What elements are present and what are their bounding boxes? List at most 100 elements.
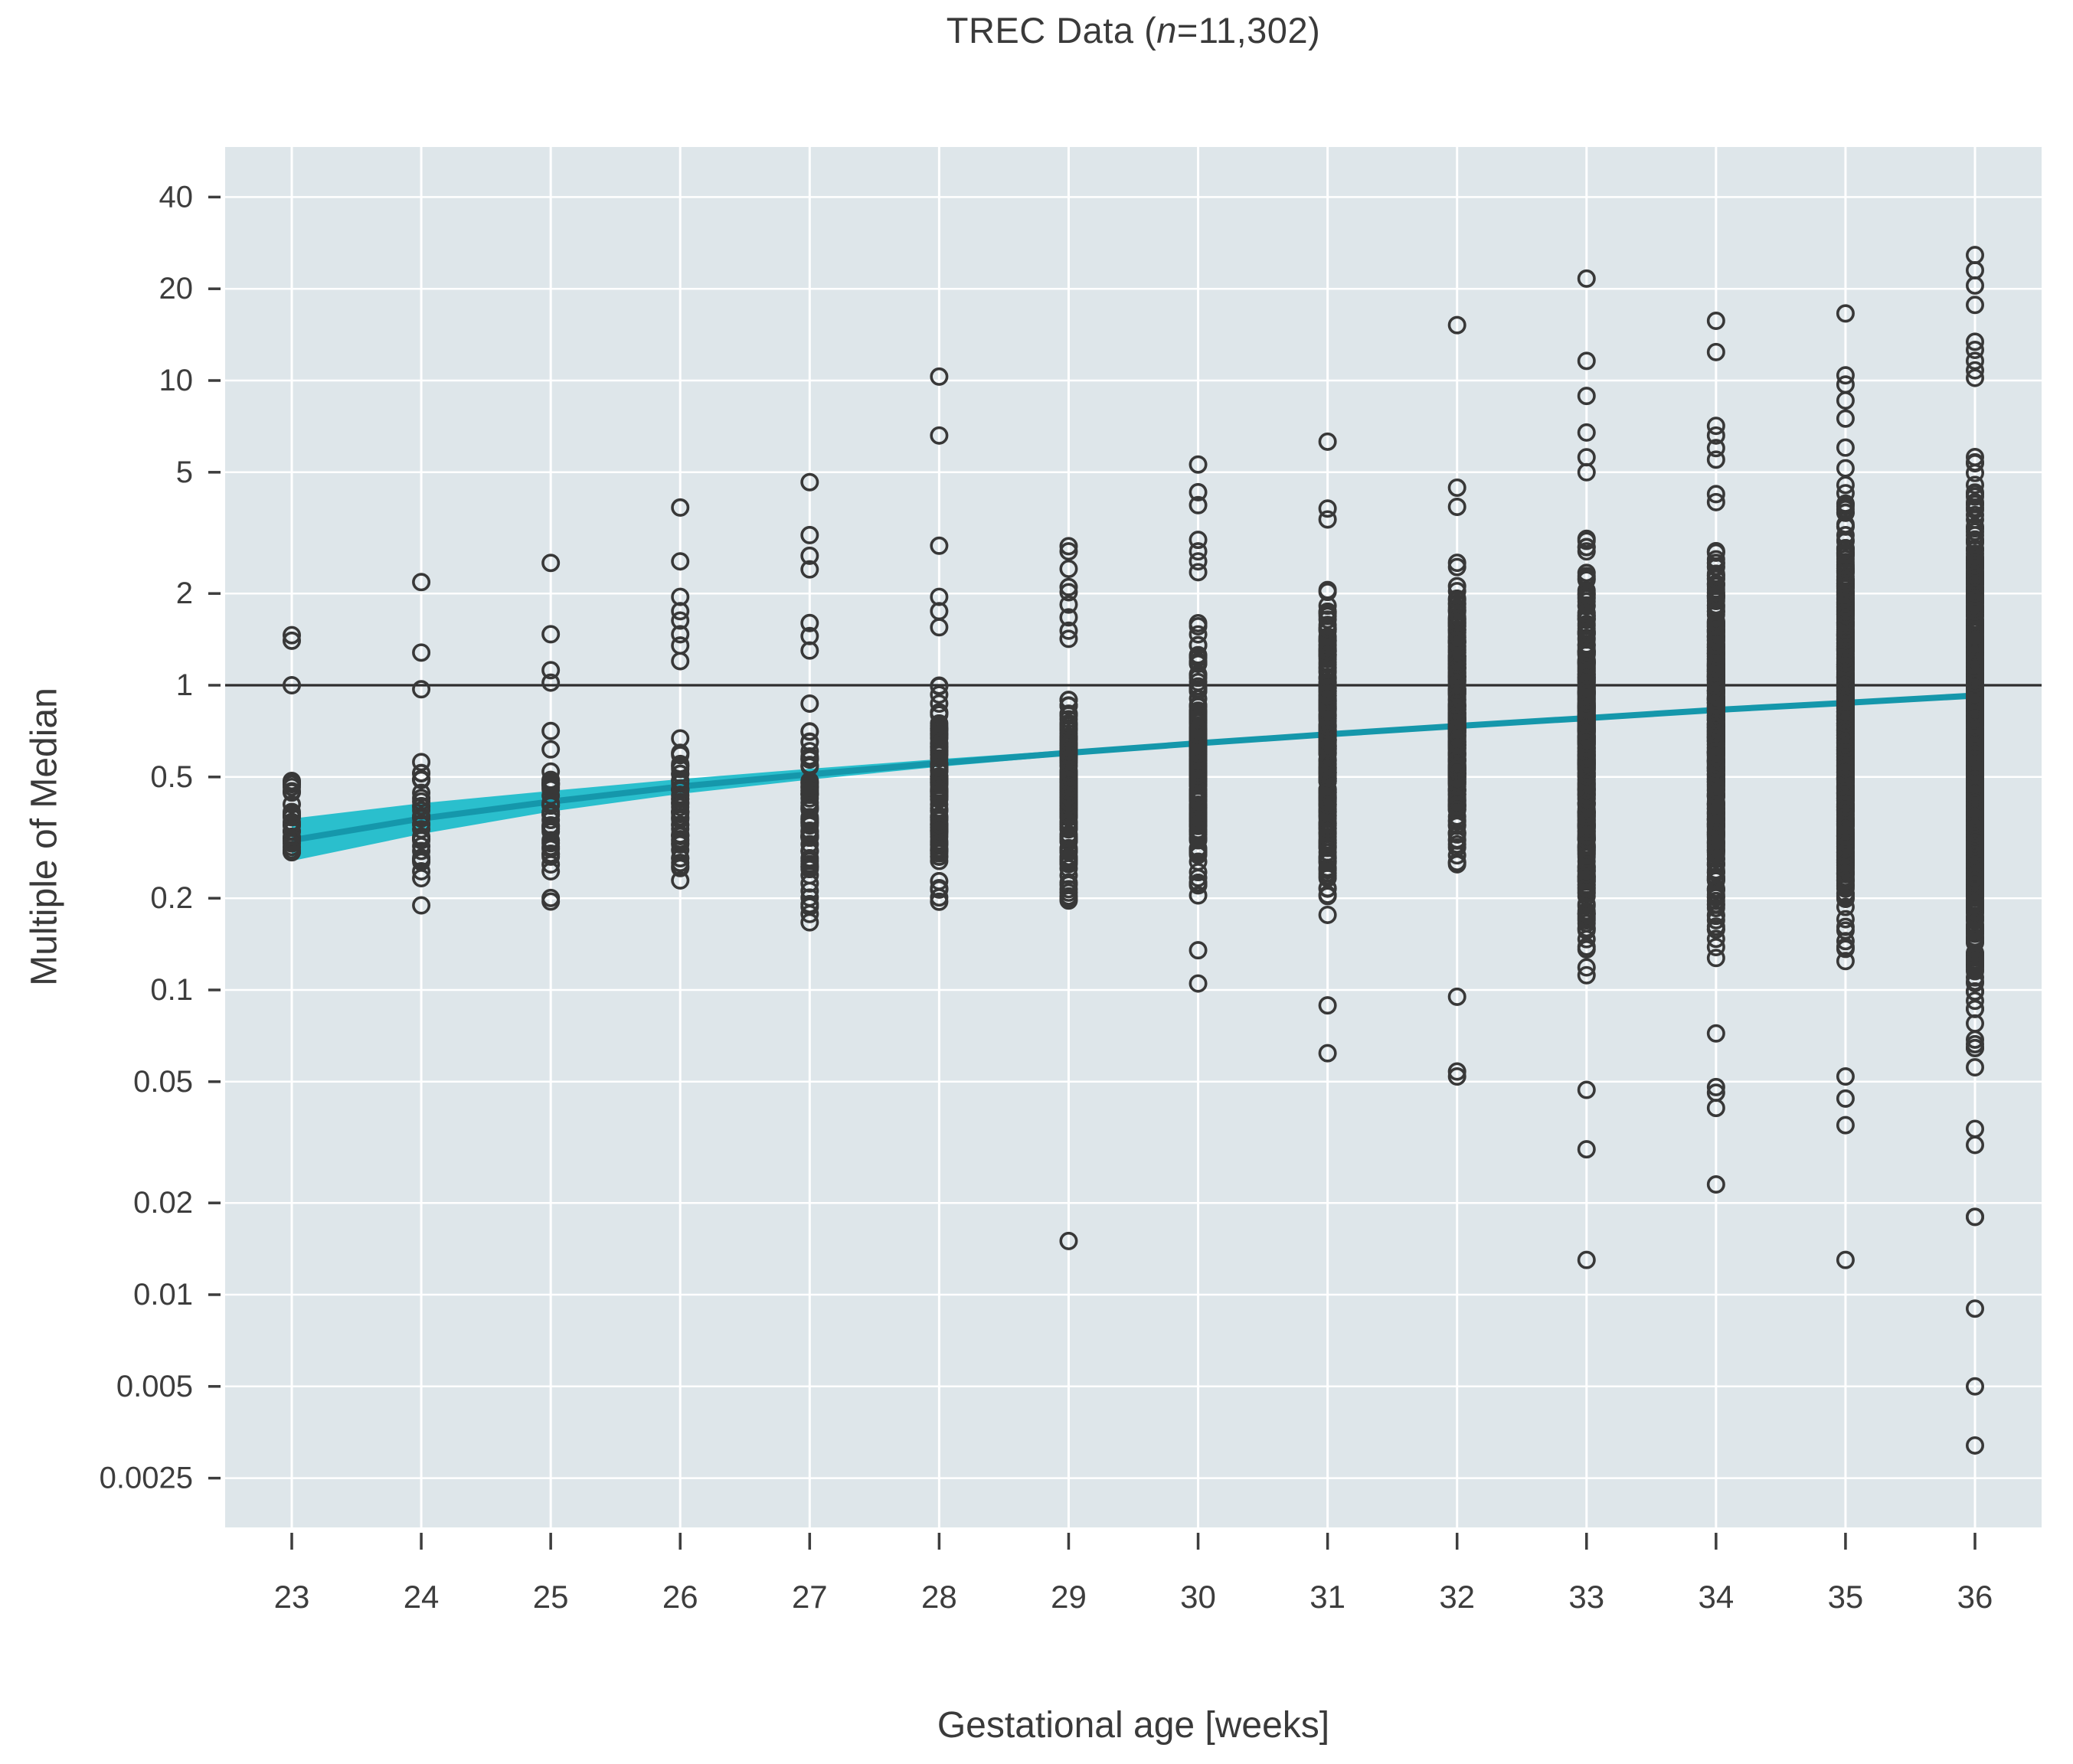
- data-point: [412, 837, 431, 856]
- data-point: [671, 611, 690, 630]
- data-point: [1966, 684, 1985, 704]
- data-point: [1577, 269, 1596, 288]
- data-point: [671, 757, 690, 776]
- data-point: [1706, 416, 1725, 436]
- data-point: [1966, 922, 1985, 941]
- data-point: [412, 753, 431, 772]
- data-point: [1577, 448, 1596, 467]
- data-point: [1059, 537, 1078, 556]
- data-point: [1189, 542, 1208, 561]
- data-point: [1189, 974, 1208, 993]
- data-point: [541, 740, 561, 759]
- data-point: [1318, 905, 1337, 924]
- data-point: [1189, 701, 1208, 720]
- data-point: [800, 775, 819, 794]
- data-point: [1966, 635, 1985, 654]
- y-tick-label: 0.2: [150, 881, 193, 915]
- data-point: [671, 587, 690, 606]
- data-point: [1836, 858, 1855, 877]
- data-point: [671, 552, 690, 571]
- data-point: [1577, 904, 1596, 923]
- x-tick-label: 27: [792, 1579, 828, 1615]
- data-point: [1189, 613, 1208, 632]
- data-point: [1059, 696, 1078, 715]
- data-point: [282, 806, 301, 825]
- data-point: [1577, 837, 1596, 856]
- data-point: [1447, 1067, 1466, 1086]
- data-point: [412, 896, 431, 915]
- data-point: [1836, 676, 1855, 695]
- data-point: [1966, 928, 1985, 947]
- data-point: [541, 721, 561, 740]
- data-point: [1966, 1436, 1985, 1455]
- data-point: [800, 874, 819, 893]
- data-point: [1706, 656, 1725, 675]
- data-point: [930, 721, 949, 740]
- chart-title-prefix: TREC Data (: [946, 10, 1157, 51]
- data-point: [800, 904, 819, 923]
- data-point: [1189, 482, 1208, 501]
- data-point: [930, 835, 949, 854]
- data-point: [1189, 874, 1208, 893]
- data-point: [1447, 582, 1466, 601]
- data-point: [930, 717, 949, 736]
- data-point: [1318, 694, 1337, 714]
- data-point: [541, 815, 561, 835]
- data-point: [1966, 697, 1985, 717]
- data-point: [1836, 864, 1855, 884]
- data-point: [1836, 1116, 1855, 1135]
- data-point: [1966, 1058, 1985, 1077]
- data-point: [541, 762, 561, 781]
- data-point: [1966, 483, 1985, 502]
- data-point: [1836, 375, 1855, 394]
- data-point: [671, 636, 690, 655]
- data-point: [1836, 606, 1855, 625]
- data-point: [1189, 495, 1208, 514]
- data-point: [1318, 717, 1337, 736]
- data-point: [1966, 332, 1985, 351]
- y-tick-label: 0.01: [133, 1278, 193, 1312]
- data-point: [1706, 558, 1725, 577]
- data-point: [1318, 866, 1337, 885]
- data-point: [1059, 608, 1078, 627]
- data-point: [412, 850, 431, 869]
- data-point: [800, 897, 819, 916]
- data-point: [1836, 668, 1855, 687]
- data-point: [1189, 563, 1208, 582]
- data-point: [1577, 1250, 1596, 1269]
- data-point: [1447, 1062, 1466, 1081]
- data-point: [1966, 1299, 1985, 1318]
- data-point: [1836, 494, 1855, 513]
- data-point: [1966, 709, 1985, 728]
- data-point: [1836, 475, 1855, 495]
- data-point: [1966, 556, 1985, 575]
- data-point: [1059, 1231, 1078, 1250]
- data-point: [1836, 910, 1855, 929]
- data-point: [1966, 246, 1985, 265]
- data-point: [1706, 714, 1725, 733]
- data-point: [1318, 596, 1337, 616]
- data-point: [1966, 296, 1985, 315]
- data-point: [1577, 789, 1596, 808]
- chart-title-n: n: [1156, 10, 1177, 51]
- y-tick-label: 5: [176, 456, 193, 489]
- data-point: [1447, 987, 1466, 1006]
- data-point: [412, 814, 431, 833]
- data-point: [1059, 629, 1078, 648]
- data-point: [671, 789, 690, 808]
- y-tick-label: 0.0025: [100, 1462, 193, 1495]
- data-point: [671, 858, 690, 877]
- data-point: [1836, 871, 1855, 890]
- data-point: [930, 825, 949, 844]
- data-point: [541, 862, 561, 881]
- data-point: [282, 841, 301, 860]
- data-point: [800, 756, 819, 775]
- data-point: [930, 367, 949, 386]
- data-point: [800, 626, 819, 645]
- data-point: [1189, 941, 1208, 960]
- data-point: [1836, 526, 1855, 545]
- data-point: [1189, 552, 1208, 571]
- data-point: [1577, 655, 1596, 674]
- data-point: [412, 783, 431, 802]
- data-point: [1318, 751, 1337, 770]
